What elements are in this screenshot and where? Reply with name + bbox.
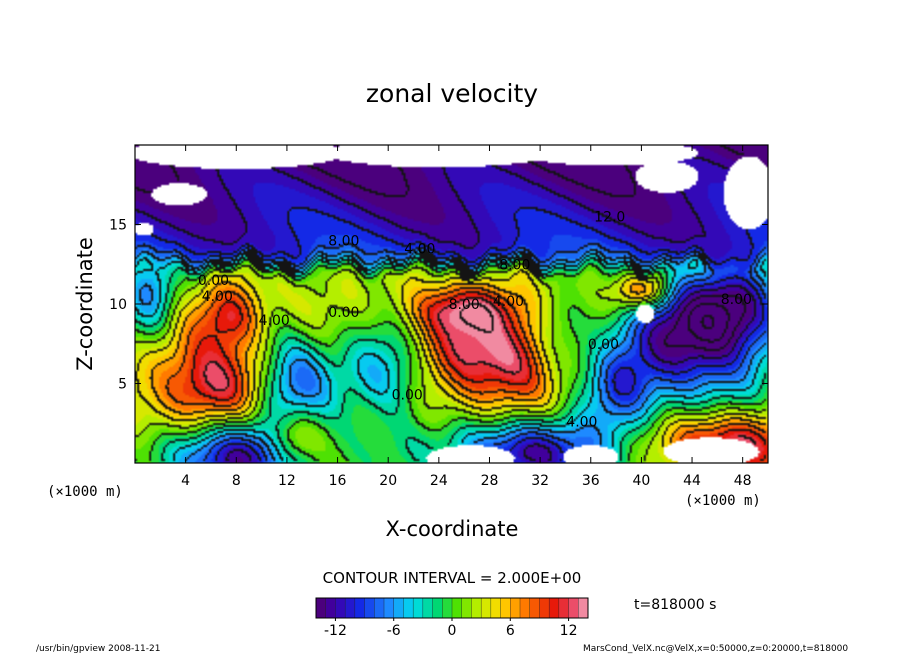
contour-label: 8.00 [721, 292, 752, 308]
x-axis-unit-left: (×1000 m) [47, 484, 123, 500]
colorbar-cell [393, 597, 404, 619]
colorbar-cell [519, 597, 531, 619]
y-tick-label: 10 [109, 297, 127, 313]
contour-label: 8.00 [449, 297, 480, 313]
x-tick-label: 32 [531, 473, 549, 489]
colorbar-cell [471, 597, 482, 619]
contour-label: 8.00 [328, 233, 359, 249]
colorbar-cell [422, 597, 434, 619]
colorbar-cell [354, 597, 366, 619]
chart-title: zonal velocity [366, 79, 538, 108]
contour-label: 0.00 [392, 388, 423, 404]
colorbar-cell [578, 597, 589, 619]
colorbar-cell [403, 597, 414, 619]
colorbar-cell [548, 597, 560, 619]
x-tick-label: 40 [632, 473, 650, 489]
x-tick-label: 48 [734, 473, 752, 489]
footer-right: MarsCond_VelX.nc@VelX,x=0:50000,z=0:2000… [583, 644, 848, 654]
colorbar-cell [480, 597, 492, 619]
x-tick-label: 20 [379, 473, 397, 489]
colorbar-cell [442, 597, 453, 619]
colorbar-cell [568, 597, 579, 619]
colorbar-cell [344, 597, 356, 619]
y-tick-label: 15 [109, 218, 127, 234]
colorbar-cell [432, 597, 443, 619]
x-tick-label: 12 [278, 473, 296, 489]
colorbar-cell [558, 597, 570, 619]
contour-labels: 12.08.00 4.008.000.004.000.004.008.00 4.00… [198, 210, 752, 431]
colorbar-cell [383, 597, 395, 619]
colorbar-tick-label: 6 [506, 623, 515, 639]
contour-label: 4.00 [566, 415, 597, 431]
colorbar-cell [461, 597, 472, 619]
velocity-field [135, 145, 768, 463]
y-axis-label: Z-coordinate [73, 237, 97, 371]
x-axis-label: X-coordinate [386, 517, 519, 541]
colorbar-cell [510, 597, 521, 619]
contour-label: 8.00 [499, 257, 530, 273]
x-tick-label: 36 [582, 473, 600, 489]
colorbar-cell [325, 597, 336, 619]
colorbar-cell [412, 597, 424, 619]
contour-label: 0.00 [588, 337, 619, 353]
x-tick-label: 28 [481, 473, 499, 489]
x-tick-label: 16 [329, 473, 347, 489]
colorbar-tick-label: 12 [560, 623, 578, 639]
colorbar-ticks: -12 -6 0 6 12 [324, 618, 577, 639]
colorbar-cell [315, 597, 327, 619]
colorbar-cell [500, 597, 511, 619]
plot-area: 12.08.00 4.008.000.004.000.004.008.00 4.00… [134, 144, 769, 464]
contour-label: 4.00 [259, 313, 290, 329]
colorbar-cell [529, 597, 540, 619]
x-axis-unit-right: (×1000 m) [685, 493, 761, 509]
colorbar-cell [539, 597, 550, 619]
x-axis-ticks: 4 8 12 16 20 24 28 32 36 40 44 48 [181, 145, 752, 489]
colorbar-cell [451, 597, 463, 619]
contour-label: 4.00 [404, 241, 435, 257]
colorbar-cell [490, 597, 502, 619]
time-label: t=818000 s [634, 597, 716, 613]
colorbar-cells [315, 597, 589, 619]
colorbar-tick-label: 0 [448, 623, 457, 639]
y-tick-label: 5 [118, 377, 127, 393]
contour-label: 4.00 [493, 294, 524, 310]
colorbar-cell [364, 597, 375, 619]
y-axis-ticks: 5 10 15 [109, 218, 768, 393]
colorbar: -12 -6 0 6 12 [315, 597, 589, 639]
contour-label: 0.00 [328, 305, 359, 321]
colorbar-cell [374, 597, 385, 619]
footer-left: /usr/bin/gpview 2008-11-21 [36, 644, 160, 654]
contour-label: 0.00 [198, 273, 229, 289]
colorbar-cell [335, 597, 346, 619]
colorbar-tick-label: -12 [324, 623, 347, 639]
contour-label: 12.0 [594, 210, 625, 226]
x-tick-label: 24 [430, 473, 448, 489]
x-tick-label: 44 [683, 473, 701, 489]
x-tick-label: 4 [181, 473, 190, 489]
x-tick-label: 8 [232, 473, 241, 489]
contour-interval-label: CONTOUR INTERVAL = 2.000E+00 [323, 569, 582, 587]
colorbar-tick-label: -6 [387, 623, 401, 639]
contour-label: 4.00 [202, 289, 233, 305]
